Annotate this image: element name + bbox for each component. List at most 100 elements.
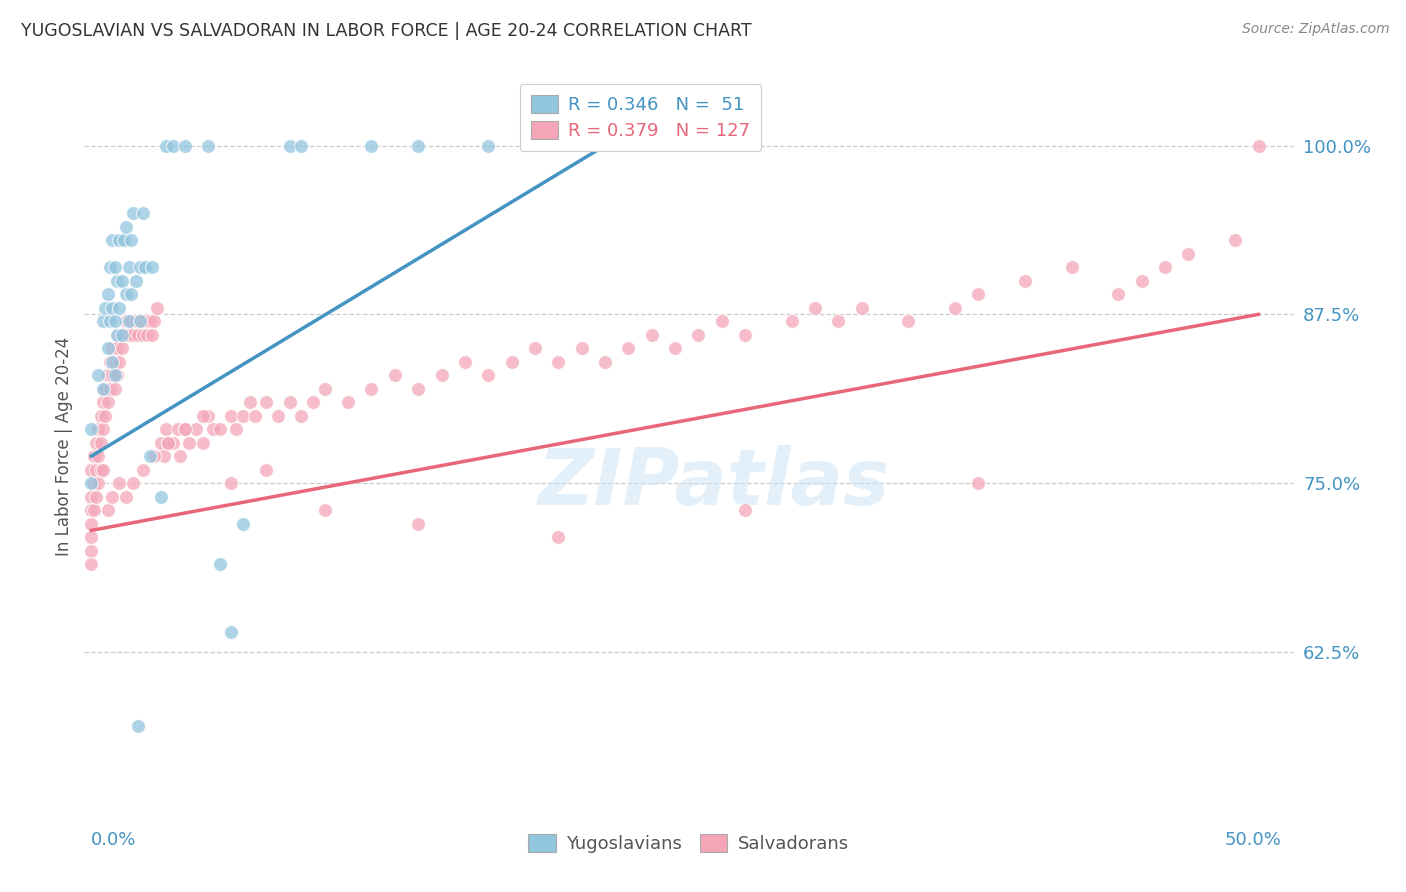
Point <box>90 409 112 423</box>
Point <box>120 233 142 247</box>
Point <box>94 409 117 423</box>
Point <box>173 138 195 153</box>
Point <box>157 435 180 450</box>
Point <box>145 301 167 315</box>
Point <box>221 476 243 491</box>
Point <box>112 233 135 247</box>
Point <box>111 274 134 288</box>
Point <box>1223 233 1246 247</box>
Point <box>278 138 301 153</box>
Point <box>115 219 138 234</box>
Point <box>91 422 114 436</box>
Point <box>1177 246 1199 260</box>
Point <box>851 301 873 315</box>
Point <box>477 368 499 383</box>
Point <box>477 138 499 153</box>
Point <box>94 382 117 396</box>
Point <box>314 382 336 396</box>
Point <box>104 368 127 383</box>
Point <box>91 382 114 396</box>
Point <box>1154 260 1177 274</box>
Text: YUGOSLAVIAN VS SALVADORAN IN LABOR FORCE | AGE 20-24 CORRELATION CHART: YUGOSLAVIAN VS SALVADORAN IN LABOR FORCE… <box>21 22 752 40</box>
Point <box>134 314 156 328</box>
Point <box>302 395 325 409</box>
Point <box>105 327 128 342</box>
Point <box>169 449 191 463</box>
Point <box>84 490 107 504</box>
Point <box>1060 260 1083 274</box>
Point <box>780 314 803 328</box>
Point <box>150 435 173 450</box>
Point <box>501 354 523 368</box>
Point <box>101 233 124 247</box>
Point <box>97 287 120 301</box>
Point <box>734 327 756 342</box>
Point <box>108 233 131 247</box>
Point <box>83 476 105 491</box>
Point <box>360 382 382 396</box>
Point <box>221 624 243 639</box>
Point <box>406 382 429 396</box>
Point <box>90 435 112 450</box>
Point <box>101 490 124 504</box>
Point <box>162 138 184 153</box>
Text: Source: ZipAtlas.com: Source: ZipAtlas.com <box>1241 22 1389 37</box>
Point <box>197 409 219 423</box>
Point <box>406 516 429 531</box>
Point <box>143 449 166 463</box>
Point <box>290 138 312 153</box>
Point <box>337 395 360 409</box>
Point <box>143 314 166 328</box>
Point <box>827 314 849 328</box>
Point <box>80 462 103 476</box>
Point <box>80 543 103 558</box>
Point <box>138 449 160 463</box>
Legend: Yugoslavians, Salvadorans: Yugoslavians, Salvadorans <box>522 827 856 860</box>
Point <box>101 301 124 315</box>
Point <box>267 409 290 423</box>
Point <box>97 368 120 383</box>
Point <box>84 435 107 450</box>
Point <box>132 327 155 342</box>
Point <box>122 327 145 342</box>
Point <box>115 287 138 301</box>
Point <box>278 395 301 409</box>
Point <box>104 354 127 368</box>
Point <box>254 462 277 476</box>
Point <box>186 422 208 436</box>
Point <box>101 354 124 368</box>
Point <box>1130 274 1153 288</box>
Point <box>83 503 105 517</box>
Point <box>157 435 180 450</box>
Point <box>111 327 134 342</box>
Point <box>134 260 156 274</box>
Point <box>710 314 733 328</box>
Point <box>90 462 112 476</box>
Point <box>104 382 127 396</box>
Point <box>132 206 155 220</box>
Point <box>232 409 254 423</box>
Point <box>617 341 640 355</box>
Point <box>118 327 141 342</box>
Point <box>125 274 148 288</box>
Point <box>127 327 149 342</box>
Point <box>105 368 128 383</box>
Point <box>152 449 174 463</box>
Point <box>80 516 103 531</box>
Point <box>132 462 155 476</box>
Point <box>125 314 148 328</box>
Point <box>197 138 219 153</box>
Point <box>734 503 756 517</box>
Point <box>122 206 145 220</box>
Point <box>91 395 114 409</box>
Point <box>173 422 195 436</box>
Point <box>155 138 177 153</box>
Point <box>640 327 662 342</box>
Y-axis label: In Labor Force | Age 20-24: In Labor Force | Age 20-24 <box>55 336 73 556</box>
Point <box>239 395 262 409</box>
Point <box>967 287 990 301</box>
Point <box>897 314 920 328</box>
Point <box>80 490 103 504</box>
Point <box>101 341 124 355</box>
Point <box>173 422 195 436</box>
